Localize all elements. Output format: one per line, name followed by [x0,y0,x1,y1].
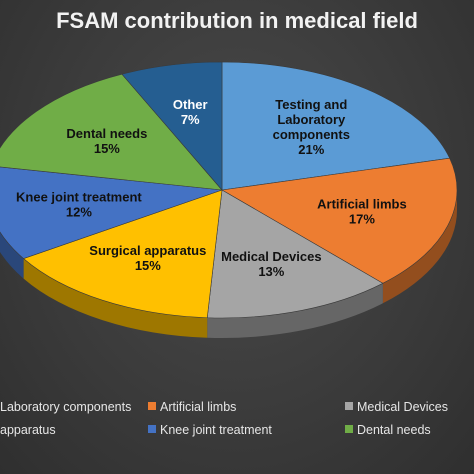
pie-slice-artificial-limbs [221,157,458,284]
legend-swatch [345,425,353,433]
slice-category-label: Laboratory [277,112,346,127]
pie-slice-dental-needs [0,73,223,191]
legend-item-label: Medical Devices [357,400,448,414]
pie-side-artificial-limbs [382,190,457,304]
slice-category-label: Artificial limbs [317,197,407,212]
slice-percent-label: 15% [135,258,161,273]
pie-slice-other [121,61,223,191]
slice-category-label: components [273,127,350,142]
slice-category-label: Other [173,97,208,112]
legend-swatch [148,425,156,433]
pie-side-medical-devices [207,283,383,339]
slice-percent-label: 21% [298,142,324,157]
slice-percent-label: 12% [66,204,92,219]
pie-side-surgical-apparatus [23,258,208,338]
slice-percent-label: 17% [349,212,375,227]
slice-category-label: Medical Devices [221,249,321,264]
slice-percent-label: 15% [94,141,120,156]
pie-side-knee-joint-treatment [0,231,24,279]
pie-slice-surgical-apparatus [22,189,223,319]
legend-item-label: apparatus [0,423,56,437]
legend-item-label: Laboratory components [0,400,131,414]
pie-slice-knee-joint-treatment [0,166,223,259]
pie-slice-medical-devices [206,189,384,319]
slice-category-label: Testing and [275,97,347,112]
slice-category-label: Dental needs [66,126,147,141]
pie-slice-testing-and-laboratory-components [221,61,451,191]
legend-item-label: Artificial limbs [160,400,236,414]
legend-swatch [148,402,156,410]
slice-category-label: Surgical apparatus [89,243,206,258]
legend-item-label: Dental needs [357,423,431,437]
legend-item-label: Knee joint treatment [160,423,272,437]
slice-percent-label: 13% [258,264,284,279]
slice-percent-label: 7% [181,112,200,127]
slice-category-label: Knee joint treatment [16,189,142,204]
chart-title: FSAM contribution in medical field [56,8,418,33]
legend-swatch [345,402,353,410]
